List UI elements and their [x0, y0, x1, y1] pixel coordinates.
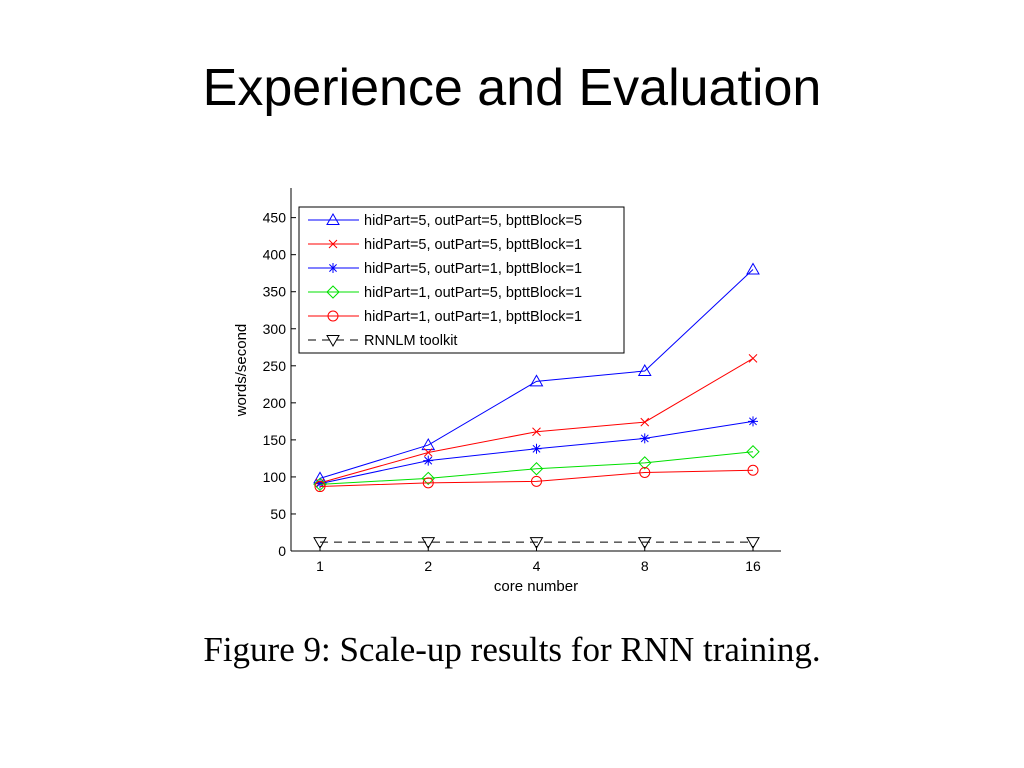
data-point — [746, 262, 760, 275]
legend-marker — [328, 263, 338, 273]
data-point — [638, 456, 652, 470]
data-point — [640, 417, 650, 427]
chart-legend: hidPart=5, outPart=5, bpttBlock=5 hidPart… — [298, 206, 625, 354]
data-point — [423, 455, 434, 466]
legend-entry: RNNLM toolkit — [308, 333, 457, 349]
x-tick-label: 2 — [424, 558, 432, 574]
data-point — [639, 466, 651, 478]
data-point — [529, 374, 544, 387]
legend-entry: hidPart=1, outPart=1, bpttBlock=1 — [308, 309, 582, 325]
legend-marker — [328, 239, 338, 249]
data-point — [748, 354, 758, 363]
data-point — [314, 481, 326, 493]
data-point — [747, 464, 759, 476]
x-tick-label: 1 — [316, 558, 324, 574]
series-line — [319, 269, 754, 479]
series-2 — [315, 354, 758, 488]
series-1 — [313, 262, 760, 484]
data-point — [532, 427, 541, 437]
x-tick-label: 16 — [745, 558, 761, 574]
figure-caption: Figure 9: Scale-up results for RNN train… — [203, 630, 821, 669]
chart-axes: 0 50 100 150 200 250 300 350 400 450 1 2 4 8 16 — [263, 188, 781, 574]
x-tick-label: 8 — [641, 558, 649, 574]
y-axis-label: words/second — [233, 324, 250, 418]
series-line — [319, 469, 754, 488]
series-5 — [314, 464, 759, 493]
y-tick-label: 100 — [263, 469, 287, 485]
legend-label: hidPart=5, outPart=5, bpttBlock=1 — [364, 237, 582, 253]
legend-label: hidPart=5, outPart=1, bpttBlock=1 — [364, 261, 582, 277]
data-point — [423, 448, 433, 457]
y-tick-label: 200 — [263, 395, 287, 411]
legend-entry: hidPart=5, outPart=5, bpttBlock=1 — [308, 237, 582, 253]
series-line — [319, 357, 754, 484]
data-point — [422, 477, 434, 489]
series-line — [319, 451, 754, 485]
data-point — [746, 537, 760, 550]
y-tick-label: 50 — [270, 506, 286, 522]
series-3 — [315, 416, 758, 489]
y-tick-label: 450 — [263, 210, 287, 226]
data-point — [531, 443, 542, 454]
data-point — [637, 363, 652, 376]
legend-entry: hidPart=5, outPart=5, bpttBlock=5 — [308, 212, 582, 229]
data-point — [421, 471, 435, 486]
data-point — [531, 475, 542, 487]
y-tick-label: 250 — [263, 358, 287, 374]
legend-label: hidPart=1, outPart=5, bpttBlock=1 — [364, 285, 582, 301]
y-tick-label: 350 — [263, 284, 287, 300]
legend-marker — [326, 335, 340, 348]
x-tick-label: 4 — [533, 558, 541, 574]
legend-marker — [327, 310, 339, 322]
data-point — [421, 438, 436, 451]
data-point — [746, 445, 760, 459]
y-tick-label: 300 — [263, 321, 287, 337]
series-lines — [313, 262, 760, 550]
legend-marker — [326, 285, 340, 299]
data-point — [313, 537, 327, 550]
slide-title: Experience and Evaluation — [202, 59, 822, 117]
data-point — [529, 462, 544, 476]
data-point — [637, 537, 652, 550]
legend-label: RNNLM toolkit — [364, 333, 457, 349]
y-tick-label: 400 — [263, 247, 287, 263]
data-point — [313, 477, 327, 492]
legend-box — [298, 206, 625, 354]
data-point — [421, 537, 436, 550]
data-point — [639, 433, 650, 444]
legend-entry: hidPart=1, outPart=5, bpttBlock=1 — [308, 285, 582, 301]
series-6 — [313, 537, 760, 550]
y-tick-label: 150 — [263, 432, 287, 448]
series-4 — [313, 445, 760, 492]
data-point — [529, 537, 544, 550]
data-point — [748, 416, 758, 427]
legend-entry: hidPart=5, outPart=1, bpttBlock=1 — [308, 261, 582, 277]
legend-label: hidPart=5, outPart=5, bpttBlock=5 — [364, 213, 582, 229]
y-tick-label: 0 — [278, 543, 286, 559]
line-chart: 0 50 100 150 200 250 300 350 400 450 1 2 4 8 16 hidPar… — [233, 188, 781, 595]
data-point — [315, 478, 325, 489]
x-axis-label: core number — [494, 578, 578, 595]
legend-marker — [326, 212, 340, 225]
legend-label: hidPart=1, outPart=1, bpttBlock=1 — [364, 309, 582, 325]
